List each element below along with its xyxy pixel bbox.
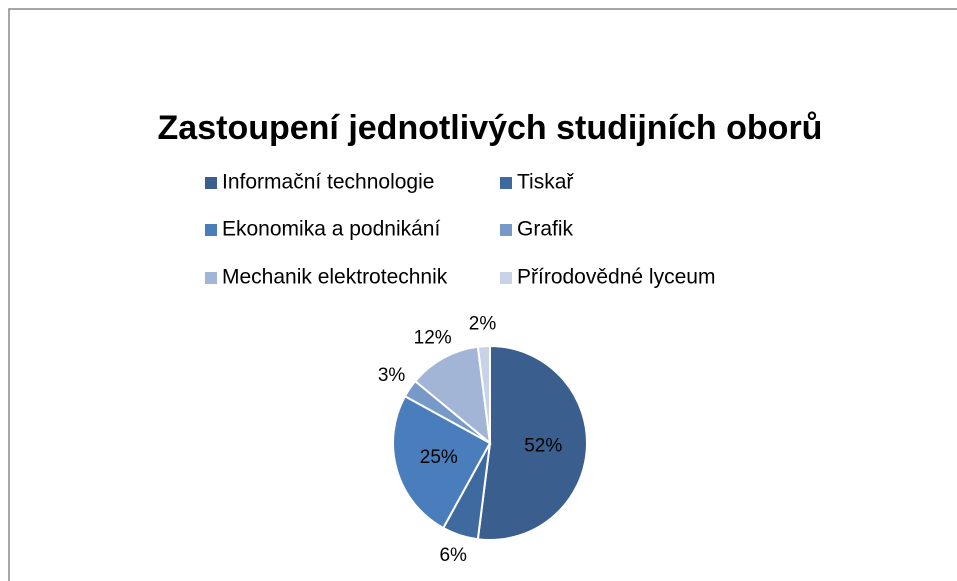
legend-swatch	[500, 224, 512, 236]
legend-swatch	[500, 272, 512, 284]
legend-label: Mechanik elektrotechnik	[222, 266, 448, 289]
data-label: 52%	[524, 435, 562, 456]
legend-label: Ekonomika a podnikání	[222, 218, 440, 241]
pie-slice	[392, 394, 492, 530]
legend-label: Přírodovědné lyceum	[517, 266, 715, 289]
legend-swatch	[205, 272, 217, 284]
pie-slice	[476, 344, 588, 541]
legend-label: Informační technologie	[222, 171, 434, 194]
legend-label: Grafik	[517, 218, 574, 241]
legend-swatch	[500, 177, 512, 189]
pie-slice	[476, 344, 491, 444]
data-label: 3%	[378, 365, 406, 386]
pie-slice	[413, 345, 492, 446]
legend-swatch	[205, 177, 217, 189]
data-label: 2%	[469, 313, 497, 334]
data-label: 6%	[439, 545, 467, 566]
legend-swatch	[205, 224, 217, 236]
data-label: 25%	[420, 447, 458, 468]
data-label: 12%	[414, 328, 452, 349]
chart-title: Zastoupení jednotlivých studijních oborů	[158, 109, 823, 147]
legend-label: Tiskař	[517, 171, 574, 194]
